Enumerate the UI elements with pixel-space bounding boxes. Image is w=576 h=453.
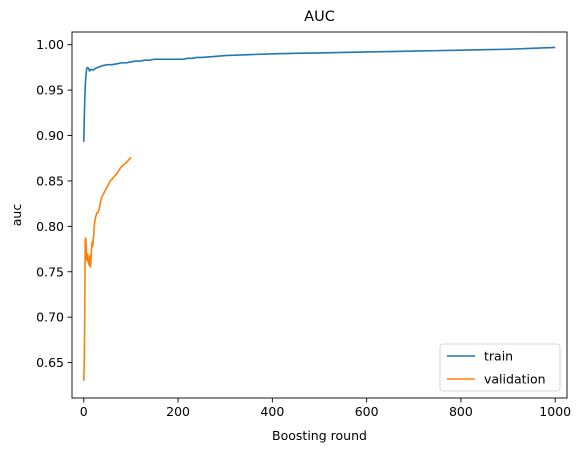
y-tick-label: 0.65	[36, 355, 64, 370]
y-axis-ticks: 0.65 0.70 0.75 0.80 0.85 0.90 0.95 1.00	[36, 37, 72, 370]
y-tick-label: 0.85	[36, 173, 64, 188]
legend: train validation	[439, 343, 561, 392]
series-layer	[82, 46, 556, 381]
legend-label-validation: validation	[484, 372, 546, 387]
y-tick-label: 0.70	[36, 310, 64, 325]
x-axis-label: Boosting round	[272, 428, 367, 443]
y-tick-label: 0.95	[36, 83, 64, 98]
y-axis-label: auc	[9, 204, 24, 227]
y-tick-label: 0.75	[36, 264, 64, 279]
series-line-train	[82, 46, 556, 142]
y-tick-label: 1.00	[36, 37, 64, 52]
y-tick-label: 0.80	[36, 219, 64, 234]
x-tick-label: 1000	[539, 404, 571, 419]
x-tick-label: 400	[260, 404, 284, 419]
plot-frame	[71, 31, 568, 399]
x-tick-label: 0	[80, 404, 88, 419]
legend-label-train: train	[484, 349, 513, 364]
chart-title: AUC	[304, 9, 335, 25]
y-tick-label: 0.90	[36, 128, 64, 143]
x-tick-label: 200	[166, 404, 190, 419]
x-tick-label: 600	[355, 404, 379, 419]
x-tick-label: 800	[449, 404, 473, 419]
series-line-validation	[82, 156, 132, 381]
x-axis-ticks: 0 200 400 600 800 1000	[80, 398, 571, 419]
